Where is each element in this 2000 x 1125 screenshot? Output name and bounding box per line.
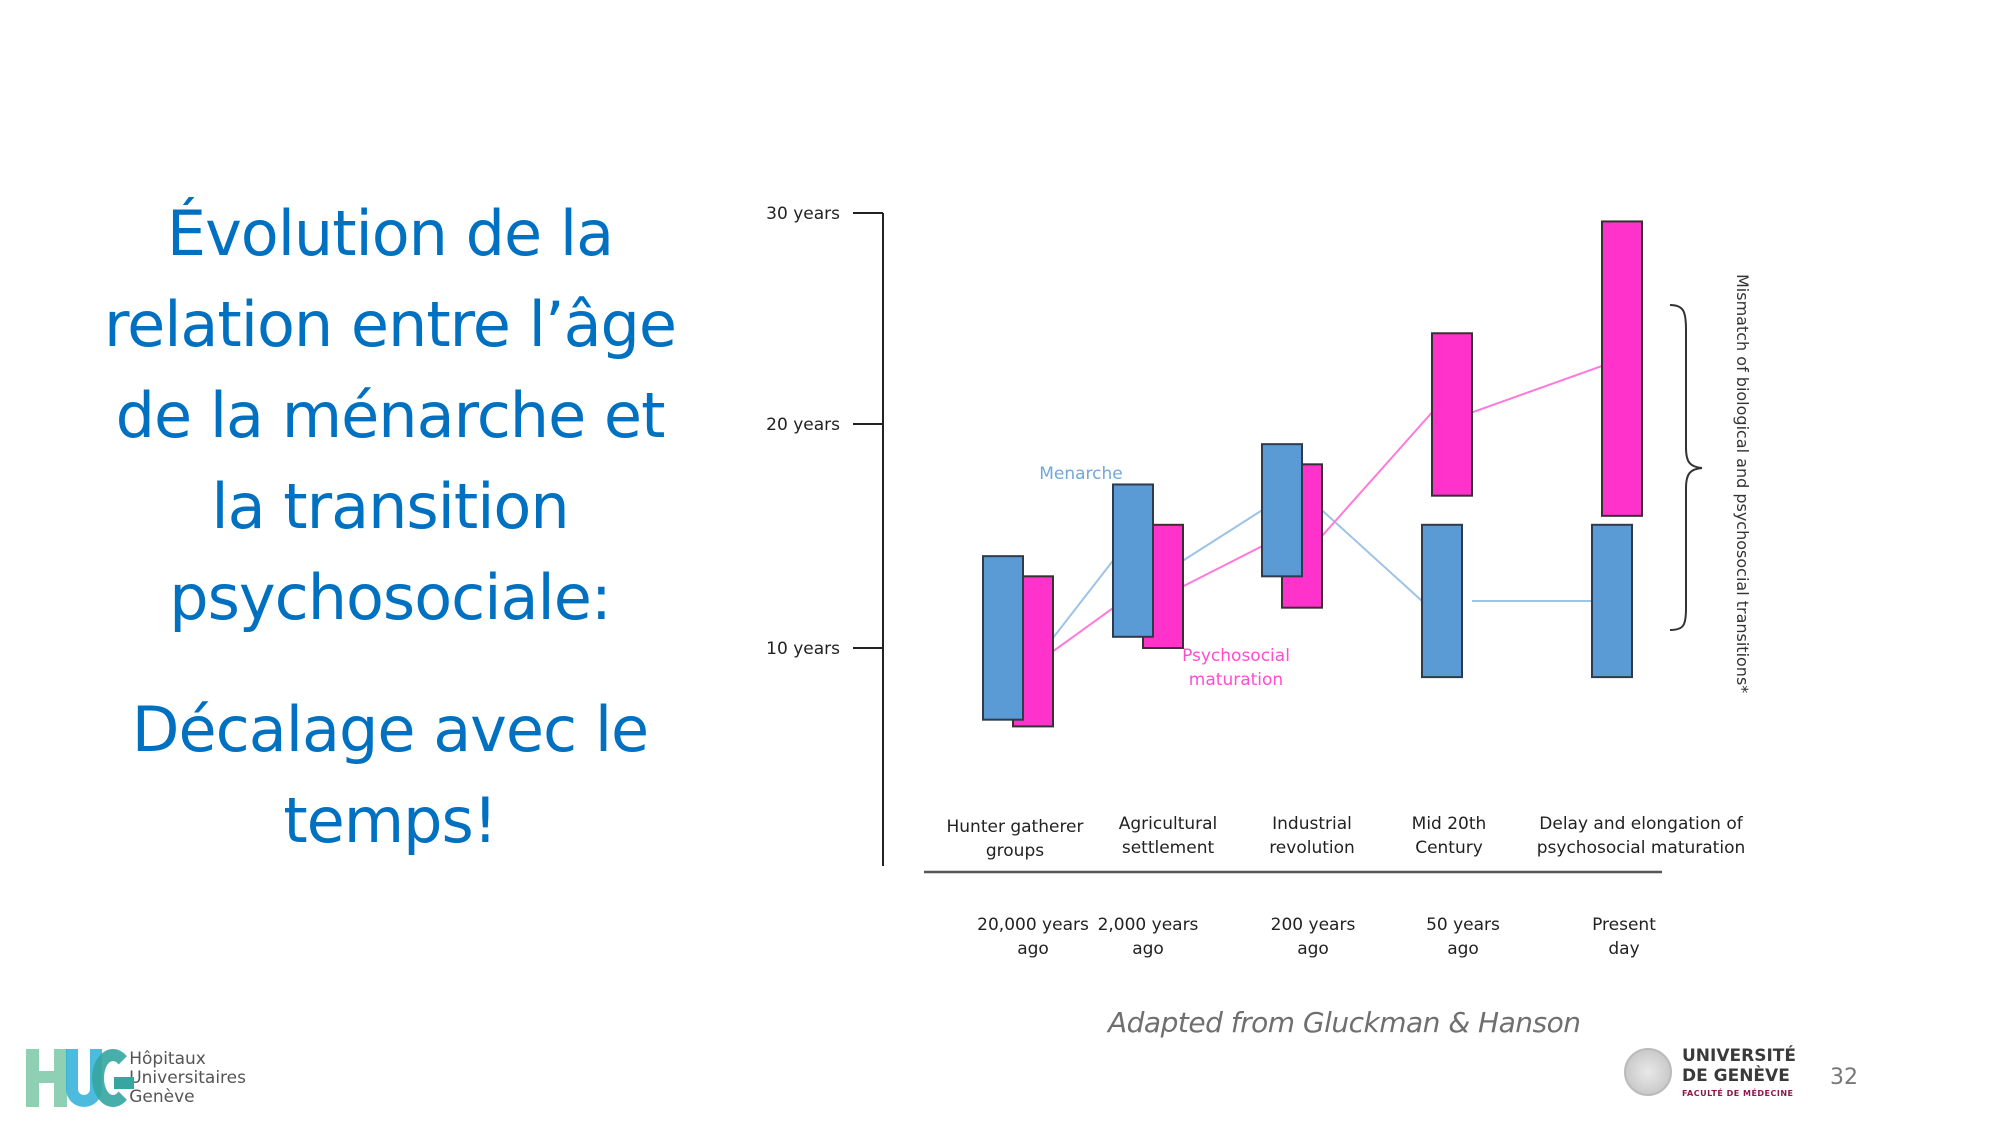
hug-line: Genève [129, 1086, 195, 1107]
hug-name: Hôpitaux Universitaires Genève [129, 1048, 246, 1107]
y-tick-label: 20 years [766, 415, 840, 435]
time-labels: 20,000 years ago 2,000 years ago 200 years ag… [977, 915, 1656, 959]
psychosocial-label: Psychosocial [1182, 646, 1290, 666]
category-label: Mid 20th [1412, 814, 1487, 834]
series-connecting-lines [1052, 365, 1603, 653]
category-label: Agricultural [1119, 814, 1218, 834]
title-line: Évolution de la [166, 197, 614, 270]
menarche-bar [1591, 523, 1633, 679]
menarche-label: Menarche [1039, 464, 1123, 484]
psychosocial-bar [1601, 220, 1643, 517]
psychosocial-bar [1431, 332, 1473, 497]
subtitle-line: temps! [283, 784, 497, 857]
title-line: psychosociale: [169, 561, 611, 634]
y-tick-label: 10 years [766, 639, 840, 659]
category-label: Industrial [1272, 814, 1352, 834]
category-label: Delay and elongation of [1539, 814, 1743, 834]
hug-line: Hôpitaux [129, 1048, 206, 1069]
category-label: Hunter gatherer [946, 817, 1083, 837]
menarche-trend-line [1052, 560, 1114, 639]
time-label: ago [1132, 939, 1164, 959]
menarche-trend-line [1182, 509, 1263, 562]
title-line: la transition [211, 470, 569, 543]
menarche-bar [1112, 483, 1154, 638]
unige-name: UNIVERSITÉ [1682, 1046, 1796, 1066]
title-line: de la ménarche et [115, 379, 666, 452]
unige-name: DE GENÈVE [1682, 1066, 1790, 1086]
hug-logo: Hôpitaux Universitaires Genève [26, 1044, 246, 1112]
time-label: ago [1447, 939, 1479, 959]
psychosocial-label: maturation [1189, 670, 1283, 690]
psychosocial-trend-line [1471, 365, 1603, 414]
title-line: relation entre l’âge [103, 288, 677, 361]
menarche-bar [1261, 443, 1303, 578]
hug-line: Universitaires [129, 1067, 246, 1088]
menarche-trend-line [1321, 509, 1423, 602]
unige-seal-icon [1624, 1048, 1672, 1096]
slide-subtitle: Décalage avec le temps! [60, 684, 720, 866]
category-labels: Hunter gatherer groups Agricultural settlem… [946, 814, 1745, 861]
time-label: 50 years [1426, 915, 1500, 935]
mismatch-brace-icon [1669, 304, 1703, 631]
category-label: Century [1415, 838, 1483, 858]
source-caption: Adapted from Gluckman & Hanson [1108, 1006, 1581, 1039]
time-label: ago [1017, 939, 1049, 959]
mismatch-label: Mismatch of biological and psychosocial … [1733, 274, 1752, 693]
time-label: 200 years [1271, 915, 1356, 935]
menarche-bar [982, 555, 1024, 721]
time-label: ago [1297, 939, 1329, 959]
category-label: groups [986, 841, 1044, 861]
unige-faculty: FACULTÉ DE MÉDECINE [1682, 1089, 1794, 1098]
subtitle-line: Décalage avec le [131, 693, 649, 766]
time-label: day [1608, 939, 1639, 959]
category-label: settlement [1122, 838, 1215, 858]
category-label: revolution [1269, 838, 1355, 858]
time-label: 2,000 years [1098, 915, 1199, 935]
category-label: psychosocial maturation [1537, 838, 1746, 858]
psychosocial-trend-line [1321, 411, 1433, 537]
range-bars [982, 220, 1643, 728]
page-number: 32 [1830, 1065, 1858, 1090]
y-ticks: 30 years 20 years 10 years [766, 204, 883, 659]
unige-logo: UNIVERSITÉ DE GENÈVE FACULTÉ DE MÉDECINE [1624, 1046, 1796, 1098]
y-tick-label: 30 years [766, 204, 840, 224]
menarche-bar [1421, 523, 1463, 679]
time-label: Present [1592, 915, 1656, 935]
time-label: 20,000 years [977, 915, 1089, 935]
hug-mark-icon [26, 1047, 134, 1109]
slide-title: Évolution de la relation entre l’âge de … [60, 188, 720, 643]
